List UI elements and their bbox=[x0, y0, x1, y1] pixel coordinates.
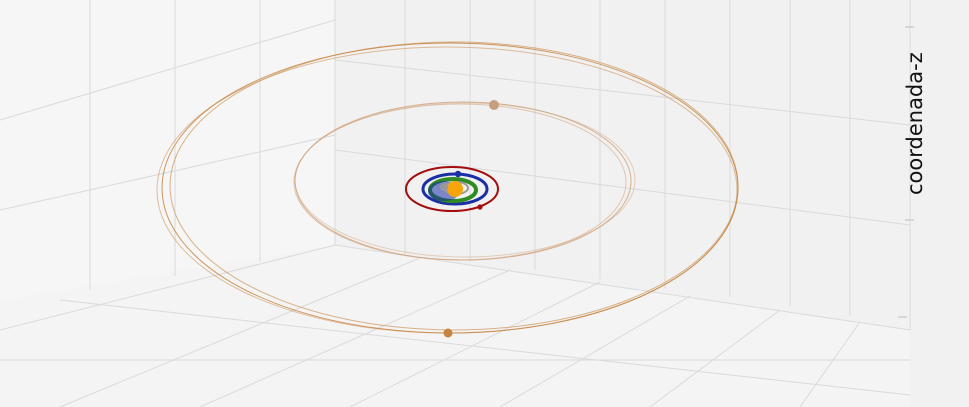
floor-pane bbox=[0, 245, 910, 407]
grid-lines bbox=[0, 0, 911, 407]
jupiter-marker[interactable] bbox=[489, 100, 499, 110]
sun-marker[interactable] bbox=[447, 181, 463, 197]
jupiter-orbit bbox=[293, 101, 636, 261]
saturn-marker[interactable] bbox=[443, 328, 453, 338]
left-wall-pane bbox=[0, 0, 335, 300]
z-axis-title: coordenada-z bbox=[903, 52, 927, 195]
z-axis-ticks bbox=[898, 26, 914, 318]
mars-marker[interactable] bbox=[477, 204, 483, 210]
mars-orbit bbox=[405, 166, 499, 212]
earth-marker[interactable] bbox=[454, 170, 462, 178]
mercury-marker[interactable] bbox=[440, 183, 448, 191]
